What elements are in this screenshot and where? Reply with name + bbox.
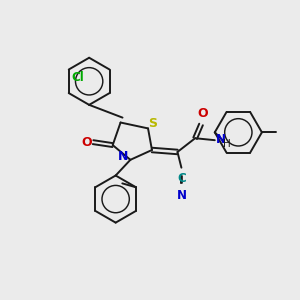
Text: S: S	[148, 117, 158, 130]
Text: O: O	[198, 106, 208, 120]
Text: N: N	[118, 150, 128, 164]
Text: O: O	[81, 136, 92, 148]
Text: C: C	[177, 172, 186, 184]
Text: Cl: Cl	[72, 71, 84, 85]
Text: H: H	[223, 139, 230, 149]
Text: N: N	[176, 189, 186, 202]
Text: N: N	[216, 133, 226, 146]
